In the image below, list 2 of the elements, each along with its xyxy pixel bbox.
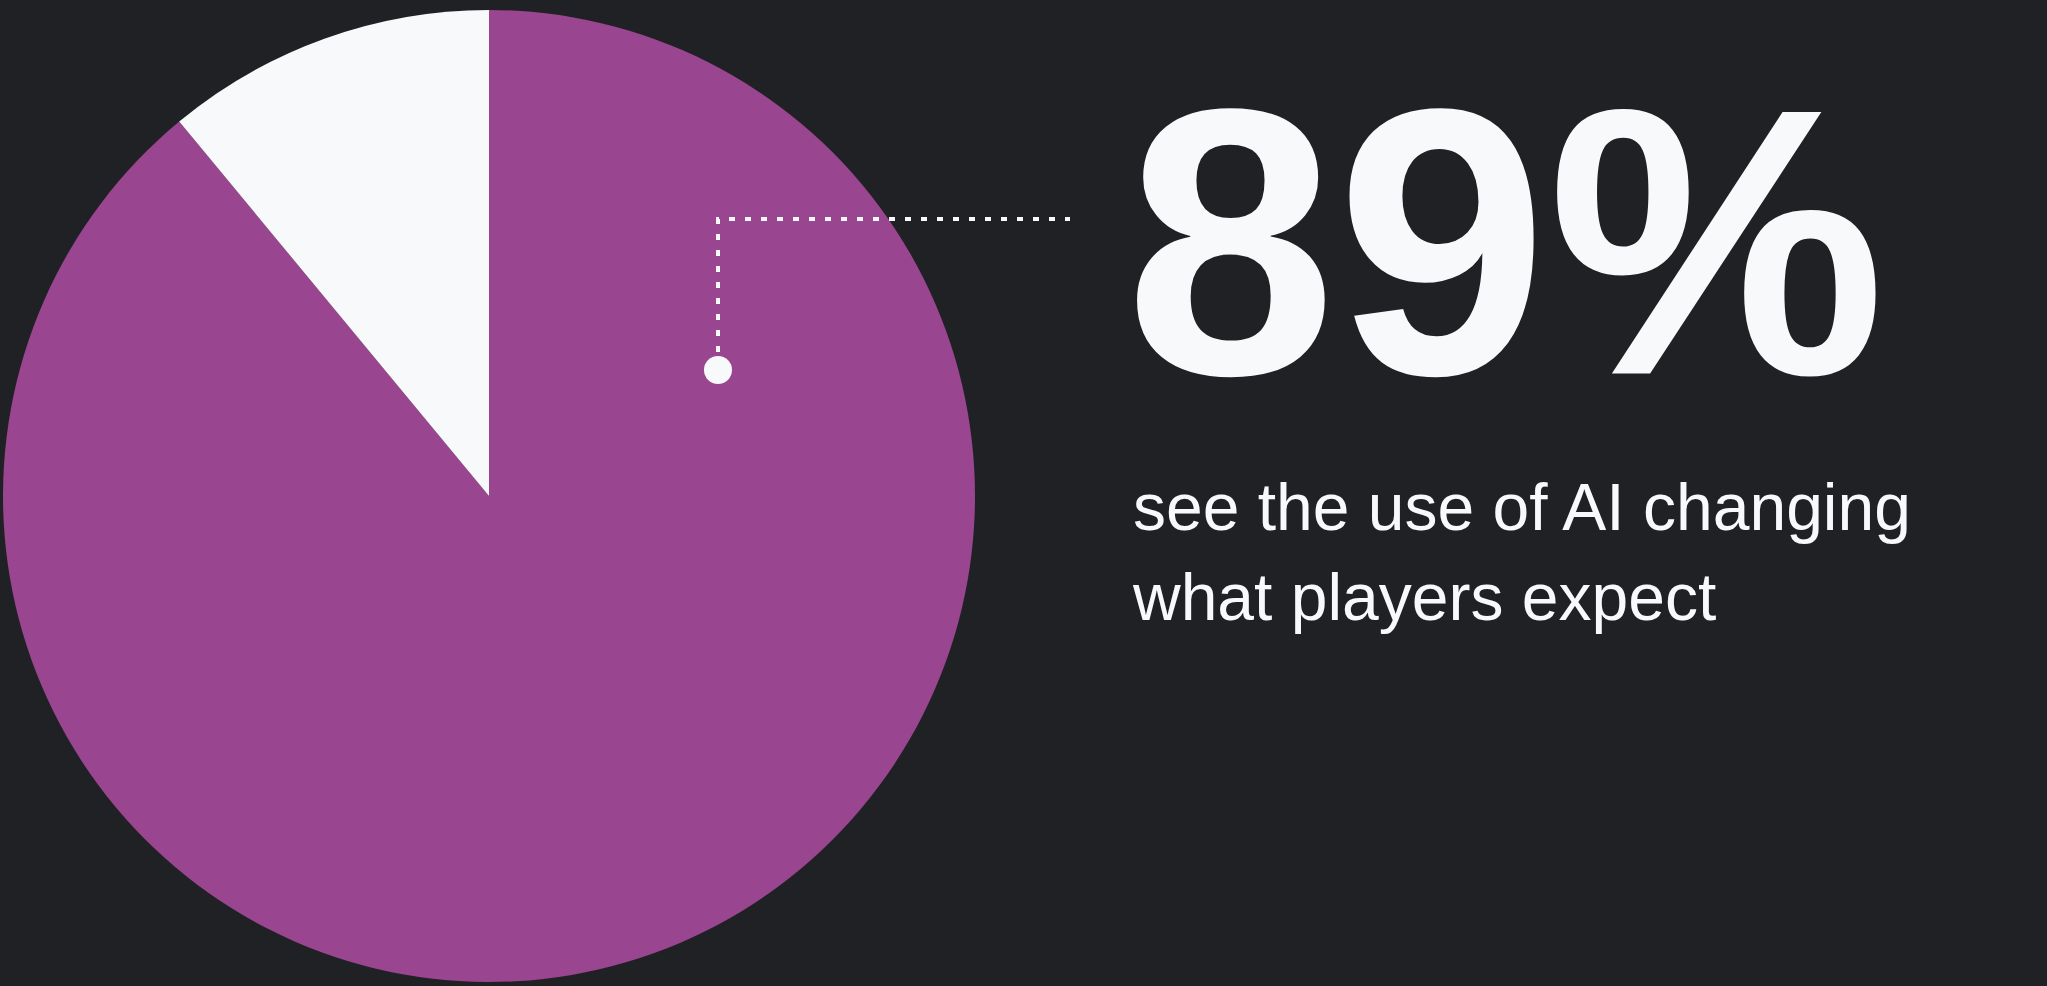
text: see the use of AI changing what players expect [1133, 469, 1912, 636]
data-label: 89% [1125, 29, 1886, 455]
